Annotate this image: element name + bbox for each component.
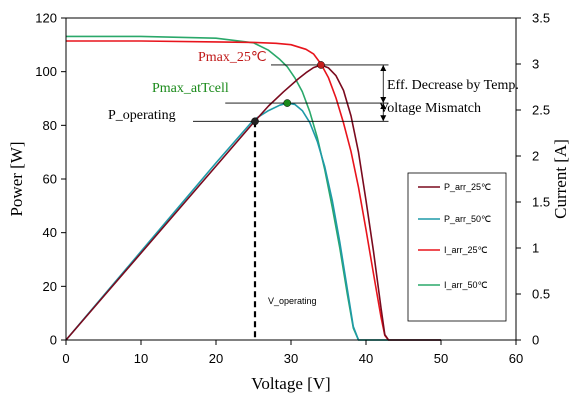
y2-tick-label: 3 — [532, 57, 539, 72]
annotation-p-operating: P_operating — [108, 108, 176, 123]
y-tick-label: 120 — [35, 11, 57, 26]
y2-tick-label: 1.5 — [532, 195, 550, 210]
y-tick-label: 60 — [43, 172, 57, 187]
highlight-point-1 — [317, 61, 325, 69]
y2-tick-label: 1 — [532, 241, 539, 256]
series-line-4 — [66, 35, 441, 341]
legend-label: P_arr_50℃ — [444, 214, 491, 224]
highlight-point-2 — [283, 99, 292, 107]
y2-tick-label: 0.5 — [532, 287, 550, 302]
y2-axis-label: Current [A] — [551, 139, 570, 219]
legend-label: I_arr_50℃ — [444, 280, 488, 290]
y-tick-label: 20 — [43, 279, 57, 294]
annotation-eff-decrease: Eff. Decrease by Temp. — [387, 78, 519, 93]
y2-tick-label: 2.5 — [532, 103, 550, 118]
legend-label: P_arr_25℃ — [444, 182, 491, 192]
y-tick-label: 0 — [50, 333, 57, 348]
x-tick-label: 20 — [209, 351, 223, 366]
x-axis-ticks: 0 10 20 30 40 50 60 — [62, 340, 523, 366]
x-axis-label: Voltage [V] — [251, 374, 330, 393]
x-tick-label: 50 — [434, 351, 448, 366]
y-tick-label: 40 — [43, 225, 57, 240]
x-tick-label: 60 — [509, 351, 523, 366]
y-axis-label: Power [W] — [7, 141, 26, 216]
annotation-pmax-attcell: Pmax_atTcell — [152, 81, 229, 96]
legend-box — [407, 172, 507, 322]
y2-tick-label: 0 — [532, 333, 539, 348]
annotation-pmax-25: Pmax_25℃ — [198, 50, 267, 65]
x-tick-label: 0 — [62, 351, 69, 366]
y2-tick-label: 3.5 — [532, 11, 550, 26]
x-tick-label: 40 — [359, 351, 373, 366]
legend-items: P_arr_25℃ P_arr_50℃ I_arr_25℃ I_arr_50℃ — [418, 182, 491, 290]
x-tick-label: 30 — [284, 351, 298, 366]
annotation-guides — [193, 64, 389, 340]
arrow-voltage-mismatch-tail — [380, 103, 387, 110]
series-line-3 — [66, 40, 441, 341]
arrow-voltage-mismatch-head — [380, 115, 387, 122]
y2-axis-ticks: 0 0.5 1 1.5 2 2.5 3 3.5 — [516, 11, 550, 348]
series-curves — [65, 35, 441, 341]
y-tick-label: 100 — [35, 64, 57, 79]
legend: P_arr_25℃ P_arr_50℃ I_arr_25℃ I_arr_50℃ — [407, 172, 507, 322]
series-line-2 — [65, 102, 441, 341]
highlight-points — [251, 61, 325, 126]
legend-label: I_arr_25℃ — [444, 245, 488, 255]
arrow-eff-decrease-head — [380, 97, 387, 104]
x-tick-label: 10 — [134, 351, 148, 366]
y-axis-ticks: 0 20 40 60 80 100 120 — [35, 11, 66, 348]
annotation-voltage-mismatch: Voltage Mismatch — [379, 101, 481, 116]
y2-tick-label: 2 — [532, 149, 539, 164]
y-tick-label: 80 — [43, 118, 57, 133]
highlight-point-3 — [251, 117, 259, 126]
annotation-v-operating: V_operating — [268, 296, 317, 306]
arrow-eff-decrease-tail — [380, 64, 387, 71]
